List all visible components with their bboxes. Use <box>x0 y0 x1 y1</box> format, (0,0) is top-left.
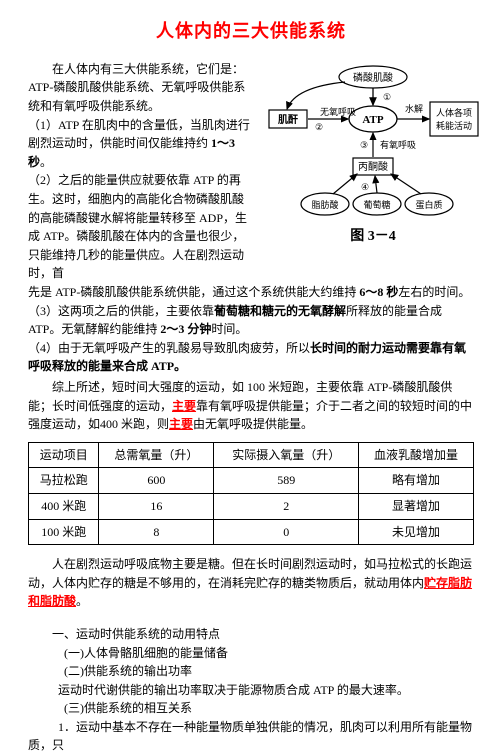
item-2b-tail: 左右的时间。 <box>398 285 470 299</box>
arrow-pt-bt <box>375 176 377 193</box>
post-1c: 。 <box>76 594 88 608</box>
item-4: （4）由于无氧呼吸产生的乳酸易导致肌肉疲劳，所以长时间的耐力运动需要靠有氧呼吸释… <box>28 339 474 376</box>
cell: 略有增加 <box>359 468 474 494</box>
summary-5: 由无氧呼吸提供能量。 <box>193 417 313 431</box>
item-1-num: （1） <box>28 118 58 132</box>
item-3e: 时间。 <box>211 322 247 336</box>
label-youyang: 有氧呼吸 <box>380 139 416 150</box>
cell: 8 <box>99 519 214 545</box>
page-title: 人体内的三大供能系统 <box>28 18 474 46</box>
cell: 0 <box>214 519 359 545</box>
cell: 2 <box>214 493 359 519</box>
summary: 综上所述，短时间大强度的运动，如 100 米短跑，主要依靠 ATP-磷酸肌酸供能… <box>28 378 474 434</box>
table-row: 100 米跑 8 0 未见增加 <box>29 519 474 545</box>
outline-h1b-body: 运动时代谢供能的输出功率取决于能源物质合成 ATP 的最大速率。 <box>28 681 474 700</box>
num-1: ① <box>383 92 391 102</box>
cell: 600 <box>99 468 214 494</box>
cell: 400 米跑 <box>29 493 99 519</box>
spacer <box>28 611 474 621</box>
label-shuijie: 水解 <box>405 103 423 114</box>
arrow-phos-jigan <box>287 82 345 109</box>
th-3: 血液乳酸增加量 <box>359 442 474 468</box>
item-3: （3）这两项之后的供能，主要依靠葡萄糖和糖元的无氧酵解所释放的能量合成ATP。无… <box>28 302 474 339</box>
post-1a: 人在剧烈运动呼吸底物主要是糖。但在长时间剧烈运动时，如马拉松式的长跑运动，人体内… <box>28 557 472 590</box>
item-2a: （2）之后的能量供应就要依靠 ATP 的再生。这时，细胞内的高能化合物磷酸肌酸的… <box>28 171 253 283</box>
item-1-tail: 。 <box>40 155 52 169</box>
energy-diagram: 磷酸肌酸 肌酐 ATP 人体各项 耗能活动 丙酮酸 脂肪酸 葡萄糖 蛋白质 <box>265 62 480 257</box>
item-2b-text: 先是 ATP-磷酸肌酸供能系统供能，通过这个系统供能大约维持 <box>28 285 359 299</box>
summary-4: 主要 <box>169 417 193 431</box>
cell: 100 米跑 <box>29 519 99 545</box>
label-jigan: 肌酐 <box>278 114 298 126</box>
item-3a: （3）这两项之后的供能，主要依靠 <box>28 304 214 318</box>
num-4: ④ <box>361 182 369 192</box>
label-activity1: 人体各项 <box>436 107 472 118</box>
th-1: 总需氧量（升） <box>99 442 214 468</box>
item-2b-bold: 6～8 秒 <box>359 285 398 299</box>
item-4a: （4）由于无氧呼吸产生的乳酸易导致肌肉疲劳，所以 <box>28 341 310 355</box>
intro-section: 在人体内有三大供能系统，它们是：ATP-磷酸肌酸供能系统、无氧呼吸供能系统和有氧… <box>28 60 474 283</box>
th-0: 运动项目 <box>29 442 99 468</box>
label-zhifang: 脂肪酸 <box>311 199 338 210</box>
cell: 16 <box>99 493 214 519</box>
data-table: 运动项目 总需氧量（升） 实际摄入氧量（升） 血液乳酸增加量 马拉松跑 600 … <box>28 442 474 545</box>
arrow-db-bt <box>391 174 421 194</box>
outline-h1c: (三)供能系统的相互关系 <box>28 699 474 718</box>
label-phos: 磷酸肌酸 <box>353 71 393 84</box>
label-activity2: 耗能活动 <box>436 120 472 131</box>
label-danbai: 蛋白质 <box>415 199 442 210</box>
post-para: 人在剧烈运动呼吸底物主要是糖。但在长时间剧烈运动时，如马拉松式的长跑运动，人体内… <box>28 555 474 611</box>
num-2: ② <box>315 122 323 132</box>
cell: 589 <box>214 468 359 494</box>
label-bingtong: 丙酮酸 <box>358 160 388 173</box>
outline-h1: 一、运动时供能系统的动用特点 <box>28 625 474 644</box>
item-2b: 先是 ATP-磷酸肌酸供能系统供能，通过这个系统供能大约维持 6～8 秒左右的时… <box>28 283 474 302</box>
item-3b: 葡萄糖和糖元的无氧酵解 <box>214 304 346 318</box>
intro-text-col: 在人体内有三大供能系统，它们是：ATP-磷酸肌酸供能系统、无氧呼吸供能系统和有氧… <box>28 60 253 283</box>
num-3: ③ <box>360 140 368 150</box>
arrow-zf-bt <box>333 174 357 194</box>
outline-h1a: (一)人体骨骼肌细胞的能量储备 <box>28 644 474 663</box>
label-atp: ATP <box>362 114 383 126</box>
table-row: 马拉松跑 600 589 略有增加 <box>29 468 474 494</box>
cell: 未见增加 <box>359 519 474 545</box>
item-1: （1）ATP 在肌肉中的含量低，当肌肉进行剧烈运动时，供能时间仅能维持约 1～3… <box>28 116 253 172</box>
intro-p1: 在人体内有三大供能系统，它们是：ATP-磷酸肌酸供能系统、无氧呼吸供能系统和有氧… <box>28 60 253 116</box>
outline-h1b: (二)供能系统的输出功率 <box>28 662 474 681</box>
table-row: 400 米跑 16 2 显著增加 <box>29 493 474 519</box>
diagram-caption: 图 3－4 <box>350 228 396 244</box>
cell: 马拉松跑 <box>29 468 99 494</box>
label-wuyang: 无氧呼吸 <box>320 106 356 117</box>
outline-h1c-1: 1．运动中基本不存在一种能量物质单独供能的情况，肌肉可以利用所有能量物质，只 <box>28 718 474 755</box>
item-3d: 2～3 分钟 <box>157 322 211 336</box>
label-putao: 葡萄糖 <box>363 199 390 210</box>
cell: 显著增加 <box>359 493 474 519</box>
th-2: 实际摄入氧量（升） <box>214 442 359 468</box>
table-header-row: 运动项目 总需氧量（升） 实际摄入氧量（升） 血液乳酸增加量 <box>29 442 474 468</box>
summary-2: 主要 <box>172 399 196 413</box>
